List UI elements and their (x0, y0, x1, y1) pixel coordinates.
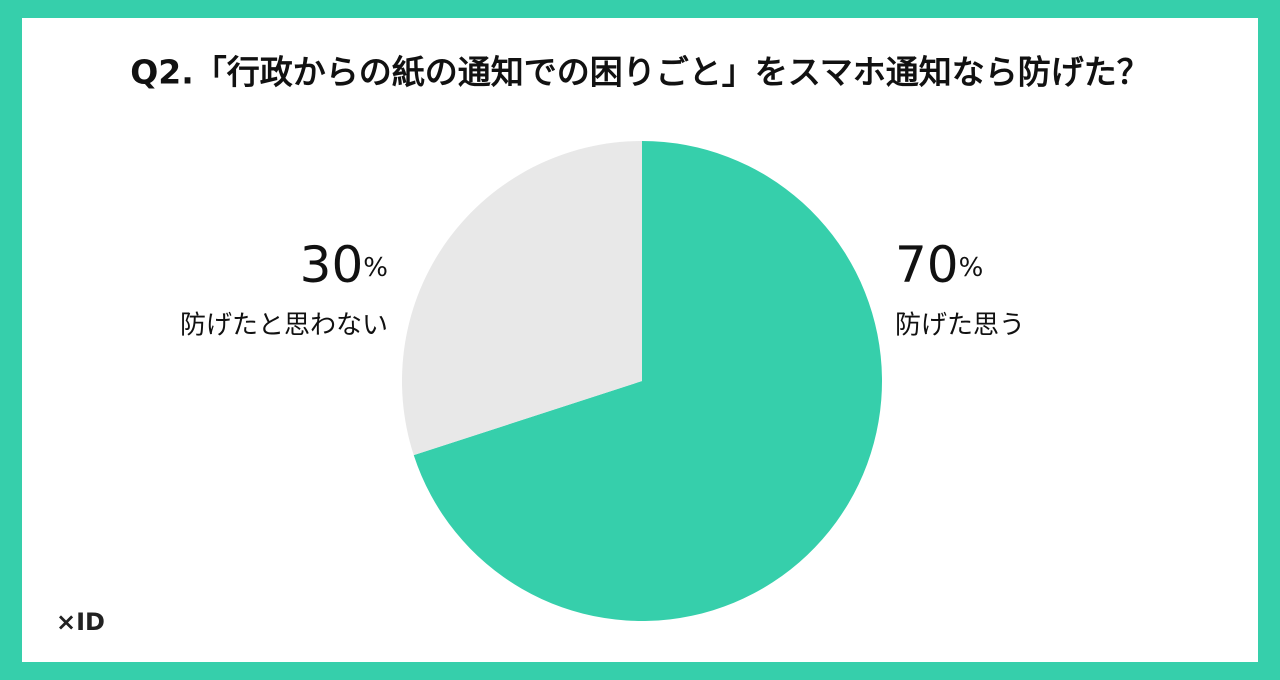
pie-slice (413, 141, 883, 621)
pie (402, 141, 883, 621)
value-label: 30% (300, 236, 388, 294)
logo: ×ID (56, 608, 105, 636)
category-label: 防げたと思わない (180, 311, 388, 341)
chart-title: Q2.「行政からの紙の通知での困りごと」をスマホ通知なら防げた？ (130, 53, 1150, 92)
pie-slice (402, 141, 642, 456)
value-label: 70% (895, 236, 983, 294)
category-label: 防げた思う (895, 311, 1025, 341)
